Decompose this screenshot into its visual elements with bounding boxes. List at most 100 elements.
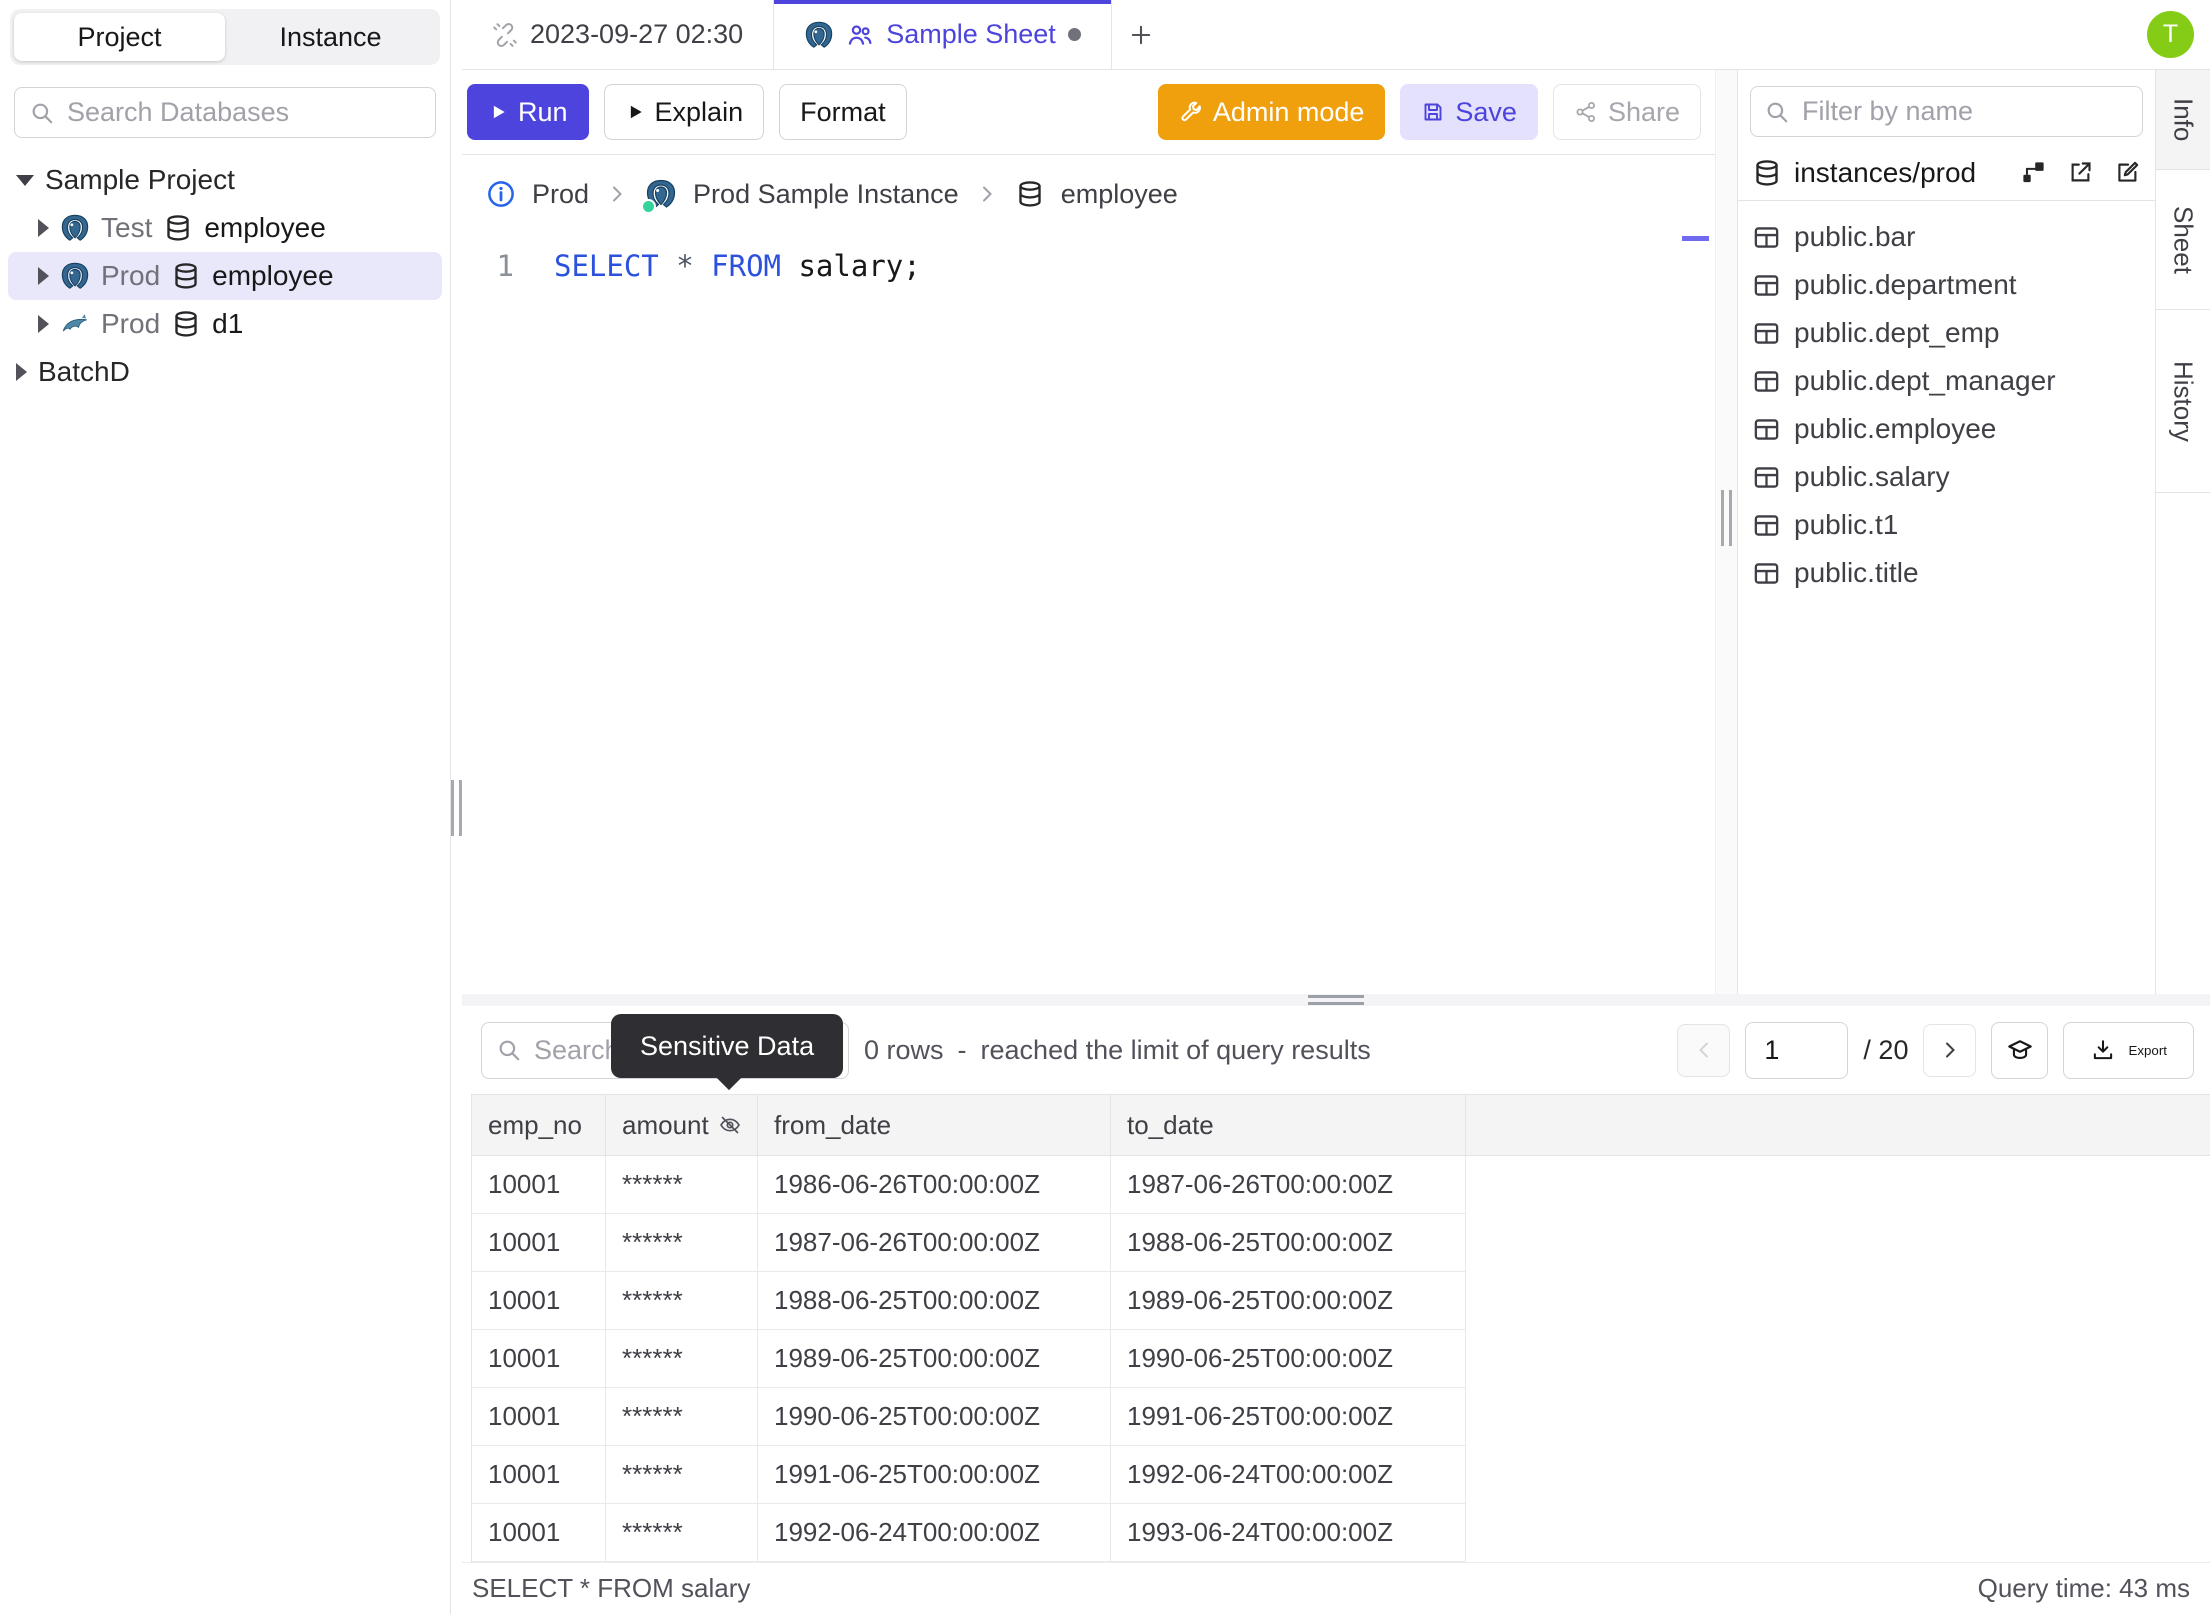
edit-icon[interactable] — [2114, 159, 2141, 186]
breadcrumb-database[interactable]: employee — [1060, 178, 1178, 209]
table-list-item[interactable]: public.dept_manager — [1752, 357, 2141, 405]
tab-unsaved-sheet[interactable]: 2023-09-27 02:30 — [462, 0, 775, 69]
explain-button[interactable]: Explain — [603, 84, 765, 140]
mask-education-button[interactable] — [1991, 1021, 2049, 1079]
tab-sample-sheet[interactable]: Sample Sheet — [774, 0, 1112, 69]
table-row[interactable]: 10001 ****** 1989-06-25T00:00:00Z 1990-0… — [472, 1330, 1466, 1388]
drag-handle[interactable] — [451, 780, 462, 836]
cell-emp-no[interactable]: 10001 — [472, 1504, 606, 1561]
right-side-tabs: Info Sheet History — [2155, 70, 2210, 994]
page-number-input[interactable] — [1745, 1021, 1849, 1079]
table-list-item[interactable]: public.salary — [1752, 453, 2141, 501]
tree-db-test-employee[interactable]: Test employee — [8, 204, 442, 252]
eye-off-icon[interactable] — [718, 1113, 742, 1137]
export-button[interactable]: Export — [2063, 1021, 2194, 1079]
next-page-button[interactable] — [1923, 1023, 1977, 1077]
external-link-icon[interactable] — [2067, 159, 2094, 186]
panel-resize-divider[interactable] — [1715, 70, 1737, 994]
table-list-item[interactable]: public.title — [1752, 549, 2141, 597]
tab-instance[interactable]: Instance — [279, 21, 382, 52]
cell-from-date[interactable]: 1989-06-25T00:00:00Z — [758, 1330, 1111, 1387]
cell-to-date[interactable]: 1991-06-25T00:00:00Z — [1111, 1388, 1466, 1445]
avatar[interactable]: T — [2147, 11, 2194, 58]
sql-editor[interactable]: 1 SELECT * FROM salary; — [462, 233, 1715, 994]
tooltip-text: Sensitive Data — [640, 1030, 815, 1061]
cell-emp-no[interactable]: 10001 — [472, 1214, 606, 1271]
cell-from-date[interactable]: 1991-06-25T00:00:00Z — [758, 1446, 1111, 1503]
results-resize-bar[interactable] — [462, 994, 2210, 1006]
cell-amount-masked[interactable]: ****** — [606, 1156, 758, 1213]
cell-emp-no[interactable]: 10001 — [472, 1330, 606, 1387]
cell-from-date[interactable]: 1990-06-25T00:00:00Z — [758, 1388, 1111, 1445]
column-header-from-date[interactable]: from_date — [758, 1095, 1111, 1155]
cell-to-date[interactable]: 1989-06-25T00:00:00Z — [1111, 1272, 1466, 1329]
info-icon[interactable] — [486, 179, 516, 209]
cell-amount-masked[interactable]: ****** — [606, 1214, 758, 1271]
cell-emp-no[interactable]: 10001 — [472, 1156, 606, 1213]
prev-page-button[interactable] — [1677, 1023, 1731, 1077]
run-button[interactable]: Run — [467, 84, 589, 140]
sidebar: Project Instance Sample Project Test emp… — [0, 0, 451, 1614]
cell-to-date[interactable]: 1992-06-24T00:00:00Z — [1111, 1446, 1466, 1503]
schema-diagram-icon[interactable] — [2020, 159, 2047, 186]
table-list-item[interactable]: public.employee — [1752, 405, 2141, 453]
database-label: d1 — [212, 308, 244, 339]
drag-handle[interactable] — [1721, 490, 1732, 546]
cell-amount-masked[interactable]: ****** — [606, 1388, 758, 1445]
breadcrumb-environment[interactable]: Prod — [532, 178, 590, 209]
table-row[interactable]: 10001 ****** 1986-06-26T00:00:00Z 1987-0… — [472, 1156, 1466, 1214]
table-list-item[interactable]: public.t1 — [1752, 501, 2141, 549]
save-button[interactable]: Save — [1400, 84, 1538, 140]
table-row[interactable]: 10001 ****** 1991-06-25T00:00:00Z 1992-0… — [472, 1446, 1466, 1504]
table-name: public.department — [1794, 269, 2017, 300]
cell-emp-no[interactable]: 10001 — [472, 1272, 606, 1329]
cell-emp-no[interactable]: 10001 — [472, 1388, 606, 1445]
table-row[interactable]: 10001 ****** 1988-06-25T00:00:00Z 1989-0… — [472, 1272, 1466, 1330]
cell-to-date[interactable]: 1990-06-25T00:00:00Z — [1111, 1330, 1466, 1387]
cell-from-date[interactable]: 1988-06-25T00:00:00Z — [758, 1272, 1111, 1329]
table-list-item[interactable]: public.bar — [1752, 213, 2141, 261]
share-button[interactable]: Share — [1552, 84, 1701, 140]
new-tab-button[interactable] — [1112, 0, 1170, 69]
cell-amount-masked[interactable]: ****** — [606, 1446, 758, 1503]
admin-mode-button[interactable]: Admin mode — [1157, 84, 1386, 140]
tree-project-sample[interactable]: Sample Project — [8, 156, 442, 204]
table-list-item[interactable]: public.department — [1752, 261, 2141, 309]
tab-history[interactable]: History — [2156, 310, 2210, 493]
cell-to-date[interactable]: 1993-06-24T00:00:00Z — [1111, 1504, 1466, 1561]
tab-project[interactable]: Project — [14, 13, 225, 61]
table-row[interactable]: 10001 ****** 1992-06-24T00:00:00Z 1993-0… — [472, 1504, 1466, 1562]
table-list-item[interactable]: public.dept_emp — [1752, 309, 2141, 357]
cell-emp-no[interactable]: 10001 — [472, 1446, 606, 1503]
cell-from-date[interactable]: 1992-06-24T00:00:00Z — [758, 1504, 1111, 1561]
breadcrumb-instance[interactable]: Prod Sample Instance — [693, 178, 959, 209]
tree-db-prod-employee[interactable]: Prod employee — [8, 252, 442, 300]
table-filter-input[interactable] — [1802, 96, 2129, 127]
tab-info[interactable]: Info — [2156, 70, 2210, 170]
column-header-emp-no[interactable]: emp_no — [472, 1095, 606, 1155]
format-button[interactable]: Format — [779, 84, 907, 140]
tab-sheet[interactable]: Sheet — [2156, 170, 2210, 310]
cell-amount-masked[interactable]: ****** — [606, 1504, 758, 1561]
table-name: public.salary — [1794, 461, 1950, 492]
column-header-to-date[interactable]: to_date — [1111, 1095, 1466, 1155]
cell-amount-masked[interactable]: ****** — [606, 1330, 758, 1387]
table-row[interactable]: 10001 ****** 1990-06-25T00:00:00Z 1991-0… — [472, 1388, 1466, 1446]
cell-from-date[interactable]: 1986-06-26T00:00:00Z — [758, 1156, 1111, 1213]
drag-handle[interactable] — [1308, 995, 1364, 1006]
explain-label: Explain — [654, 96, 744, 127]
cell-amount-masked[interactable]: ****** — [606, 1272, 758, 1329]
sidebar-resize-divider[interactable] — [451, 0, 462, 1614]
cell-to-date[interactable]: 1987-06-26T00:00:00Z — [1111, 1156, 1466, 1213]
column-header-amount[interactable]: amount — [606, 1095, 758, 1155]
breadcrumb: Prod Prod Sample Instance employee — [462, 155, 1715, 233]
table-row[interactable]: 10001 ****** 1987-06-26T00:00:00Z 1988-0… — [472, 1214, 1466, 1272]
tree-db-prod-d1[interactable]: Prod d1 — [8, 300, 442, 348]
tree-project-batchd[interactable]: BatchD — [8, 348, 442, 396]
database-search-input[interactable] — [67, 97, 421, 128]
table-filter — [1750, 86, 2143, 137]
format-label: Format — [800, 96, 886, 127]
cell-from-date[interactable]: 1987-06-26T00:00:00Z — [758, 1214, 1111, 1271]
chevron-left-icon — [1692, 1038, 1716, 1062]
cell-to-date[interactable]: 1988-06-25T00:00:00Z — [1111, 1214, 1466, 1271]
